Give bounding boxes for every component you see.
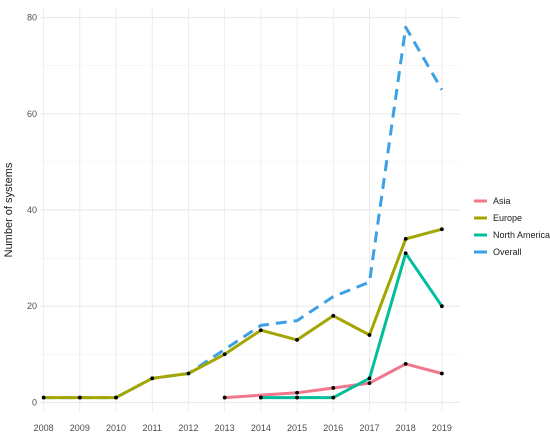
data-point — [77, 395, 82, 400]
y-tick-label: 0 — [32, 397, 37, 407]
x-tick-label: 2016 — [323, 423, 343, 433]
data-point — [367, 333, 372, 337]
x-tick-label: 2009 — [70, 423, 90, 433]
data-point — [367, 376, 372, 381]
data-point — [295, 337, 299, 342]
legend-label: Overall — [493, 247, 522, 257]
x-tick-label: 2019 — [432, 423, 452, 433]
series-line-asia — [224, 362, 443, 400]
y-tick-label: 60 — [27, 109, 37, 119]
data-point — [331, 395, 336, 400]
data-point — [258, 328, 263, 333]
data-point — [403, 362, 408, 366]
data-point — [439, 304, 444, 309]
data-point — [150, 376, 155, 381]
data-point — [258, 395, 263, 400]
legend-label: Europe — [493, 213, 522, 223]
grid — [40, 8, 460, 412]
x-tick-label: 2014 — [251, 423, 271, 433]
x-tick-label: 2017 — [359, 423, 379, 433]
x-tick-label: 2008 — [34, 423, 54, 433]
data-point — [367, 381, 372, 386]
data-point — [41, 395, 46, 400]
x-tick-label: 2015 — [287, 423, 307, 433]
data-point — [186, 371, 191, 376]
data-point — [295, 395, 299, 400]
x-axis-ticks: 2008 2009 2010 2011 2012 2013 2014 2015 2016 2017… — [34, 423, 452, 433]
series-line-europe — [43, 227, 443, 400]
data-point — [295, 390, 299, 395]
x-tick-label: 2012 — [178, 423, 198, 433]
y-tick-label: 20 — [27, 301, 37, 311]
data-point — [222, 395, 227, 400]
series-markers — [41, 227, 444, 400]
legend-label: North America — [493, 230, 550, 240]
y-tick-label: 80 — [27, 13, 37, 23]
x-tick-label: 2013 — [215, 423, 235, 433]
data-point — [114, 395, 118, 400]
series-lines — [43, 25, 444, 400]
y-tick-label: 40 — [27, 205, 37, 215]
x-tick-label: 2010 — [106, 423, 126, 433]
data-point — [331, 313, 336, 318]
x-tick-label: 2011 — [143, 423, 162, 433]
legend: Asia Europe North America Overall — [474, 196, 550, 257]
data-point — [439, 227, 444, 232]
data-point — [403, 251, 408, 256]
legend-label: Asia — [493, 196, 511, 206]
data-point — [331, 386, 336, 390]
data-point — [439, 371, 444, 376]
series-line-overall — [43, 25, 444, 400]
series-line-north-america — [260, 251, 444, 400]
x-tick-label: 2018 — [396, 423, 416, 433]
y-axis-ticks: 0 20 40 60 80 — [27, 13, 37, 408]
data-point — [222, 352, 227, 357]
y-axis-label: Number of systems — [3, 162, 15, 257]
data-point — [403, 236, 408, 241]
